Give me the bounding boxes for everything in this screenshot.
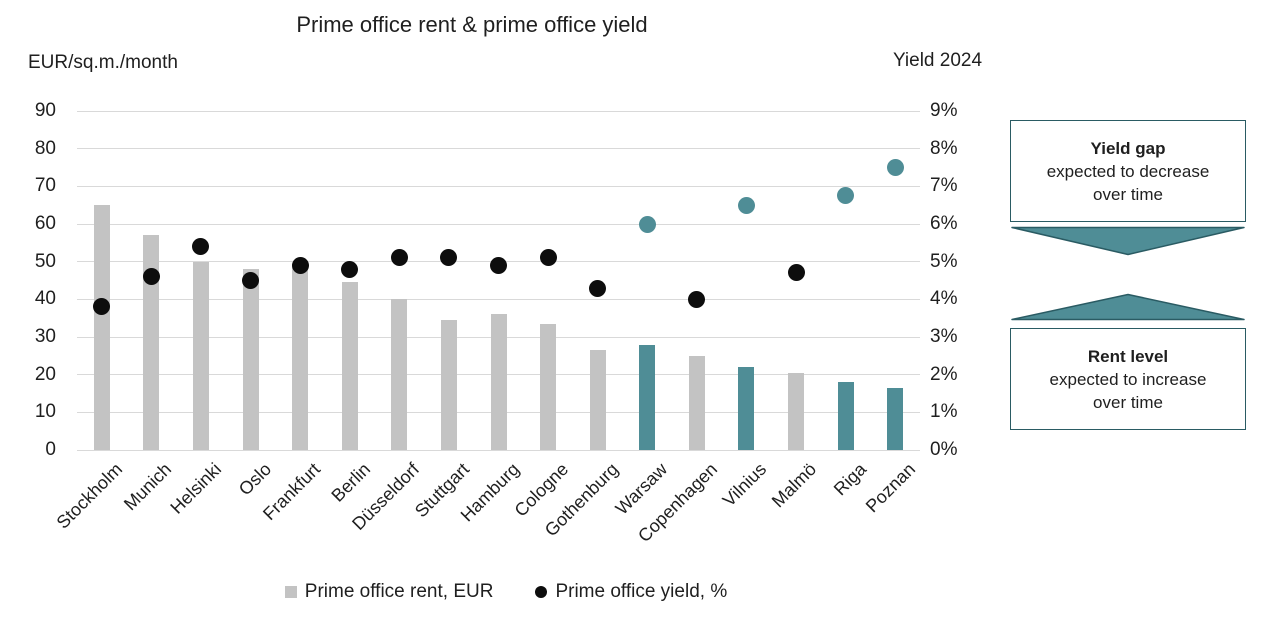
rent-bar-gothenburg xyxy=(589,350,606,450)
yield-gap-line3: over time xyxy=(1093,184,1163,204)
left-axis-tick: 70 xyxy=(34,175,56,197)
rent-bar-malm- xyxy=(788,372,805,450)
yield-dot-icon xyxy=(535,586,548,598)
rent-bar-cologne xyxy=(540,323,557,450)
left-axis-unit-label: EUR/sq.m./month xyxy=(28,52,178,73)
left-axis-tick: 20 xyxy=(34,363,56,385)
right-axis-tick: 2% xyxy=(930,363,958,385)
yield-dot-gothenburg xyxy=(589,279,607,297)
rent-level-line2: expected to increase xyxy=(1049,369,1207,389)
rent-bar-frankfurt xyxy=(292,263,309,450)
decrease-triangle-icon xyxy=(1011,226,1245,256)
left-axis-tick: 0 xyxy=(45,439,56,460)
grid-line xyxy=(77,185,920,187)
grid-line xyxy=(77,298,920,300)
legend-yield-label: Prime office yield, % xyxy=(555,581,728,602)
rent-bar-hamburg xyxy=(490,314,507,450)
left-axis-tick: 50 xyxy=(34,250,56,272)
yield-gap-annotation-box: Yield gap expected to decrease over time xyxy=(1010,120,1246,222)
yield-gap-title: Yield gap xyxy=(1090,138,1166,158)
right-axis-tick: 7% xyxy=(930,175,958,197)
left-axis-tick: 10 xyxy=(34,401,56,423)
rent-bar-oslo xyxy=(242,269,259,450)
increase-triangle-icon xyxy=(1011,293,1245,321)
yield-dot-helsinki xyxy=(192,238,210,256)
legend-item-yield: Prime office yield, % xyxy=(535,581,727,603)
yield-dot-warsaw xyxy=(638,215,656,233)
rent-bar-munich xyxy=(143,235,160,450)
rent-bar-berlin xyxy=(341,282,358,450)
right-axis-tick: 8% xyxy=(930,137,958,159)
right-axis-tick: 5% xyxy=(930,250,958,272)
grid-line xyxy=(77,110,920,112)
legend: Prime office rent, EUR Prime office yiel… xyxy=(0,581,1012,603)
rent-bar-d-sseldorf xyxy=(391,299,408,450)
plot-area: Stockholm Munich Helsinki Oslo Frankfurt Berl… xyxy=(52,110,920,546)
grid-line xyxy=(77,223,920,225)
yield-dot-hamburg xyxy=(490,256,507,274)
yield-dot-riga xyxy=(837,187,855,205)
right-axis-unit-label: Yield 2024 xyxy=(892,50,983,71)
legend-item-rent: Prime office rent, EUR xyxy=(284,581,494,603)
yield-dot-copenhagen xyxy=(688,290,706,308)
rent-level-line3: over time xyxy=(1093,392,1163,412)
yield-dot-d-sseldorf xyxy=(390,249,408,267)
yield-dot-vilnius xyxy=(737,196,755,214)
yield-dot-poznan xyxy=(886,159,904,176)
grid-line xyxy=(77,449,920,451)
rent-level-title: Rent level xyxy=(1087,346,1169,366)
left-axis-tick: 90 xyxy=(34,100,56,121)
rent-swatch-icon xyxy=(284,586,297,598)
grid-line xyxy=(77,148,920,150)
right-axis-tick: 4% xyxy=(930,288,958,310)
rent-bar-warsaw xyxy=(639,344,656,450)
yield-dot-malm- xyxy=(787,264,805,282)
rent-bar-riga xyxy=(837,382,854,450)
rent-bar-helsinki xyxy=(192,261,209,450)
yield-dot-oslo xyxy=(242,272,260,289)
left-axis-tick: 60 xyxy=(34,213,56,234)
right-axis-tick: 0% xyxy=(930,439,958,460)
left-axis-tick: 30 xyxy=(34,326,56,347)
rent-bar-stuttgart xyxy=(440,320,457,450)
right-axis-tick: 9% xyxy=(930,100,958,121)
yield-dot-stuttgart xyxy=(440,249,458,267)
chart-title: Prime office rent & prime office yield xyxy=(296,12,648,37)
yield-gap-line2: expected to decrease xyxy=(1046,161,1210,181)
rent-bar-poznan xyxy=(887,387,904,450)
right-axis-tick: 1% xyxy=(930,401,958,423)
yield-dot-berlin xyxy=(341,260,359,278)
legend-rent-label: Prime office rent, EUR xyxy=(304,581,494,602)
left-axis-tick: 80 xyxy=(34,137,56,159)
yield-dot-cologne xyxy=(539,249,557,267)
left-axis-tick: 40 xyxy=(34,288,56,310)
rent-bar-vilnius xyxy=(738,367,755,450)
right-axis-tick: 3% xyxy=(930,326,958,347)
yield-dot-munich xyxy=(142,268,160,286)
rent-bar-stockholm xyxy=(93,205,110,450)
yield-dot-frankfurt xyxy=(291,256,309,274)
rent-bar-copenhagen xyxy=(688,355,705,450)
rent-level-annotation-box: Rent level expected to increase over tim… xyxy=(1010,328,1246,430)
right-axis-tick: 6% xyxy=(930,213,958,234)
yield-dot-stockholm xyxy=(93,298,111,316)
